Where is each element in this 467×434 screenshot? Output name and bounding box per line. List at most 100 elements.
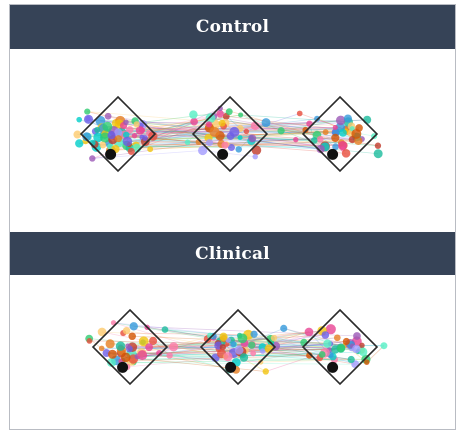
network-node (104, 112, 112, 120)
network-node (316, 144, 325, 154)
network-node (168, 342, 179, 352)
network-node (318, 351, 326, 358)
network-edge (142, 354, 261, 363)
network-edge (147, 326, 232, 341)
network-node (338, 141, 347, 151)
network-node (229, 126, 240, 138)
network-node (234, 345, 244, 355)
network-node (205, 139, 214, 147)
network-node (353, 332, 361, 340)
network-node (325, 324, 336, 335)
network-node (126, 126, 134, 134)
network-node (156, 350, 163, 357)
network-node (358, 347, 368, 357)
network-node (125, 343, 131, 349)
anchor-node (217, 148, 229, 160)
network-node (219, 332, 228, 341)
anchor-node (225, 361, 237, 373)
network-node (76, 116, 83, 123)
network-edge (101, 331, 174, 348)
network-node (75, 139, 84, 148)
clinical-panel-plot (10, 275, 455, 430)
network-node (280, 324, 288, 332)
network-node (138, 336, 149, 347)
network-edge (273, 337, 356, 365)
network-node (331, 133, 340, 142)
network-node (293, 136, 299, 143)
network-edge (270, 334, 326, 344)
network-node (127, 147, 135, 156)
network-node (238, 112, 244, 118)
network-node (145, 343, 154, 352)
network-node (347, 355, 355, 364)
network-node (123, 119, 129, 126)
network-edge (126, 330, 223, 348)
anchor-node (327, 361, 339, 373)
network-node (351, 344, 361, 354)
network-edge (127, 345, 323, 355)
panel-title-control: Control (10, 5, 455, 49)
network-node (147, 146, 154, 153)
network-node (94, 126, 101, 133)
network-node (205, 113, 216, 124)
network-node (102, 121, 113, 132)
network-edge (129, 137, 336, 149)
network-node (248, 341, 256, 349)
network-edge (134, 123, 310, 137)
region-diamond (301, 95, 379, 173)
network-node (89, 155, 96, 162)
network-node (270, 334, 278, 342)
network-node (99, 141, 107, 149)
network-edge (113, 322, 357, 350)
anchor-node (327, 148, 339, 160)
network-node (237, 135, 243, 141)
network-node (184, 139, 191, 146)
network-node (296, 110, 303, 117)
network-edge (107, 126, 378, 147)
network-node (149, 336, 158, 346)
network-node (339, 128, 347, 137)
network-node (259, 348, 266, 354)
network-node (83, 114, 94, 124)
network-node (122, 131, 130, 139)
network-node (335, 115, 346, 126)
network-edge (112, 348, 341, 355)
network-edge (136, 137, 336, 149)
network-node (227, 143, 235, 151)
network-node (84, 108, 91, 115)
network-edge (239, 337, 338, 351)
network-node (332, 124, 338, 131)
network-node (95, 115, 106, 126)
network-node (122, 136, 133, 147)
network-node (363, 115, 372, 124)
network-node (373, 149, 383, 159)
network-edge (107, 126, 344, 146)
network-node (341, 149, 351, 158)
region-diamond (79, 95, 157, 173)
network-node (221, 141, 229, 149)
network-node (86, 337, 93, 344)
network-node (261, 118, 271, 128)
network-node (277, 127, 285, 135)
network-edge (92, 137, 241, 159)
network-node (209, 126, 220, 138)
network-node (322, 129, 329, 136)
network-node (139, 127, 146, 134)
network-node (248, 134, 257, 143)
network-node (190, 117, 198, 126)
network-node (205, 121, 213, 128)
network-node (198, 145, 208, 156)
network-edge (125, 356, 266, 372)
network-node (250, 330, 258, 338)
network-node (161, 326, 169, 333)
network-node (114, 128, 123, 137)
network-node (216, 110, 224, 118)
network-node (225, 108, 233, 116)
network-node (252, 153, 258, 160)
network-node (302, 126, 309, 134)
network-node (342, 337, 350, 346)
network-node (310, 137, 318, 144)
network-node (189, 110, 198, 119)
network-edge (283, 327, 353, 347)
network-node (264, 344, 274, 353)
